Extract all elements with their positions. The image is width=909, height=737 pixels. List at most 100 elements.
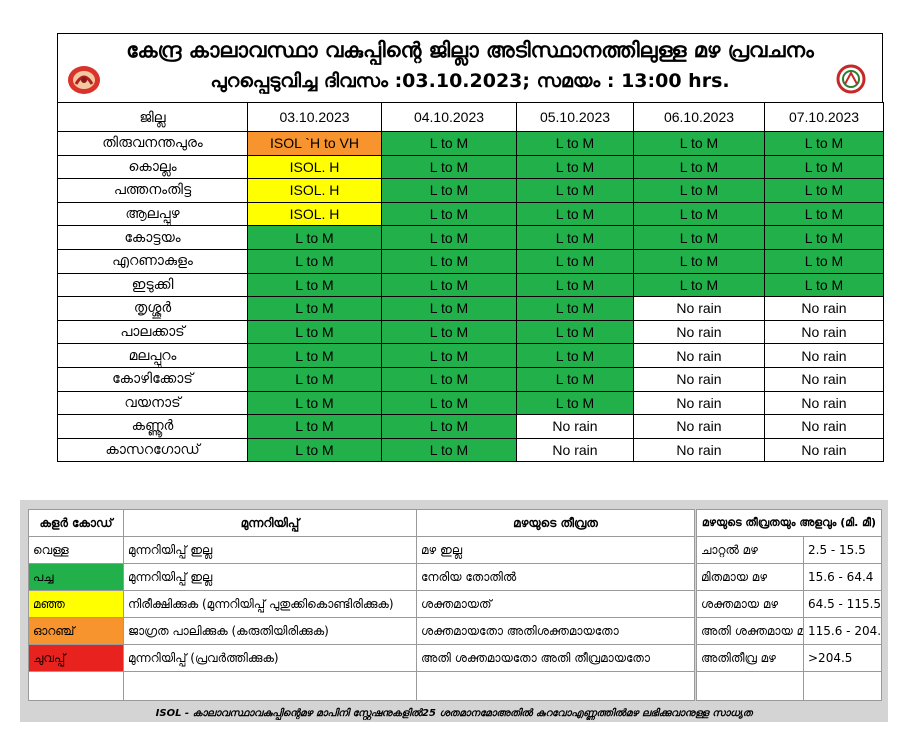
- forecast-cell: No rain: [633, 414, 765, 439]
- forecast-cell: L to M: [381, 225, 517, 250]
- legend-blank-row: [28, 671, 695, 701]
- forecast-cell: L to M: [381, 343, 517, 368]
- forecast-cell: No rain: [764, 414, 884, 439]
- forecast-cell: L to M: [381, 414, 517, 439]
- amount-blank-row: [696, 671, 883, 701]
- isol-footnote: ISOL - കാലാവസ്ഥാവകുപ്പിന്റെമഴ മാപിനി സ്റ…: [155, 708, 753, 719]
- forecast-cell: L to M: [633, 178, 765, 203]
- warning-text: ജാഗ്രത പാലിക്കുക (കരുതിയിരിക്കുക): [123, 617, 417, 645]
- forecast-cell: L to M: [381, 154, 517, 180]
- empty-cell: [123, 671, 417, 701]
- forecast-cell: L to M: [516, 272, 634, 298]
- date-column-header: 07.10.2023: [764, 102, 884, 132]
- district-name: കാസറഗോഡ്: [57, 437, 248, 463]
- forecast-cell: L to M: [516, 319, 634, 345]
- forecast-cell: L to M: [516, 131, 634, 156]
- forecast-cell: No rain: [633, 390, 765, 416]
- forecast-cell: L to M: [516, 296, 634, 321]
- warning-text: മുന്നറിയിപ്പ് ഇല്ല: [123, 563, 417, 591]
- amount-row: ചാറ്റൽ മഴ 2.5 - 15.5: [696, 536, 883, 564]
- district-name: പത്തനംതിട്ട: [57, 178, 248, 203]
- forecast-cell: L to M: [247, 366, 382, 392]
- legend-row: ചുവപ്പ് മുന്നറിയിപ്പ് (പ്രവർത്തിക്കുക) അതി…: [28, 644, 695, 672]
- rain-amount-table: മഴയുടെ തീവ്രതയും അളവും (മി. മീ) ചാറ്റൽ മ…: [695, 509, 883, 701]
- empty-cell: [696, 671, 804, 701]
- forecast-cell: L to M: [633, 154, 765, 180]
- forecast-cell: L to M: [247, 272, 382, 298]
- forecast-cell: L to M: [516, 248, 634, 274]
- amount-header: മഴയുടെ തീവ്രതയും അളവും (മി. മീ): [695, 509, 883, 537]
- color-swatch-label: പച്ച: [28, 563, 124, 591]
- forecast-table: ജില്ല 03.10.2023 04.10.2023 05.10.2023 0…: [57, 102, 884, 463]
- district-name: മലപ്പുറം: [57, 343, 248, 368]
- warning-text: മുന്നറിയിപ്പ് (പ്രവർത്തിക്കുക): [123, 644, 417, 672]
- warning-header: മുന്നറിയിപ്പ്: [123, 509, 417, 537]
- forecast-cell: L to M: [516, 225, 634, 250]
- forecast-cell: No rain: [764, 343, 884, 368]
- forecast-cell: L to M: [516, 178, 634, 203]
- date-column-header: 06.10.2023: [633, 102, 765, 132]
- color-code-table: കളർ കോഡ് മുന്നറിയിപ്പ് മഴയുടെ തീവ്രത വെള…: [28, 509, 695, 701]
- district-name: പാലക്കാട്: [57, 319, 248, 345]
- date-column-header: 04.10.2023: [381, 102, 517, 132]
- forecast-cell: L to M: [247, 296, 382, 321]
- imd-logo-icon: [836, 64, 866, 94]
- forecast-cell: L to M: [764, 178, 884, 203]
- forecast-cell: No rain: [633, 319, 765, 345]
- district-name: കൊല്ലം: [57, 154, 248, 180]
- intensity-text: നേരിയ തോതിൽ: [416, 563, 695, 591]
- forecast-cell: L to M: [633, 248, 765, 274]
- intensity-text: അതി ശക്തമായതോ അതി തീവ്രമായതോ: [416, 644, 695, 672]
- color-swatch-label: മഞ്ഞ: [28, 590, 124, 618]
- district-name: എറണാകുളം: [57, 248, 248, 274]
- forecast-cell: L to M: [247, 248, 382, 274]
- date-column-header: 05.10.2023: [516, 102, 634, 132]
- forecast-cell: L to M: [764, 272, 884, 298]
- rain-range: 15.6 - 64.4: [802, 563, 883, 591]
- legend-row: ഓറഞ്ച് ജാഗ്രത പാലിക്കുക (കരുതിയിരിക്കുക) ശ…: [28, 617, 695, 645]
- forecast-cell: L to M: [381, 437, 517, 463]
- color-swatch-label: വെള്ള: [28, 536, 124, 564]
- forecast-cell: L to M: [247, 225, 382, 250]
- district-name: കോട്ടയം: [57, 225, 248, 250]
- rain-category: മിതമായ മഴ: [696, 563, 804, 591]
- rain-category: ചാറ്റൽ മഴ: [696, 536, 804, 564]
- rain-category: അതി ശക്തമായ മഴ: [696, 617, 804, 645]
- forecast-cell: No rain: [633, 437, 765, 463]
- rain-range: 115.6 - 204.4: [802, 617, 883, 645]
- amount-row: മിതമായ മഴ 15.6 - 64.4: [696, 563, 883, 591]
- forecast-cell: L to M: [764, 154, 884, 180]
- color-code-legend: കളർ കോഡ് മുന്നറിയിപ്പ് മഴയുടെ തീവ്രത വെള…: [28, 509, 695, 701]
- date-column-header: 03.10.2023: [247, 102, 382, 132]
- forecast-panel: കേന്ദ്ര കാലാവസ്ഥാ വകുപ്പിന്റെ ജില്ലാ അടി…: [57, 33, 884, 463]
- district-name: തൃശ്ശൂർ: [57, 296, 248, 321]
- forecast-cell: L to M: [516, 366, 634, 392]
- amount-row: അതിതീവ്ര മഴ >204.5: [696, 644, 883, 672]
- forecast-cell: No rain: [633, 296, 765, 321]
- rain-category: അതിതീവ്ര മഴ: [696, 644, 804, 672]
- forecast-cell: L to M: [247, 390, 382, 416]
- forecast-cell: No rain: [764, 296, 884, 321]
- district-name: തിരുവനന്തപുരം: [57, 131, 248, 156]
- forecast-cell: ISOL. H: [247, 154, 382, 180]
- color-swatch-label: ചുവപ്പ്: [28, 644, 124, 672]
- forecast-header: കേന്ദ്ര കാലാവസ്ഥാ വകുപ്പിന്റെ ജില്ലാ അടി…: [57, 33, 883, 102]
- amount-row: ശക്തമായ മഴ 64.5 - 115.5: [696, 590, 883, 618]
- forecast-cell: L to M: [381, 178, 517, 203]
- legend-panel: കളർ കോഡ് മുന്നറിയിപ്പ് മഴയുടെ തീവ്രത വെള…: [20, 500, 888, 722]
- forecast-cell: L to M: [381, 248, 517, 274]
- forecast-cell: No rain: [633, 343, 765, 368]
- intensity-header: മഴയുടെ തീവ്രത: [416, 509, 695, 537]
- district-name: കോഴിക്കോട്: [57, 366, 248, 392]
- forecast-cell: L to M: [381, 366, 517, 392]
- forecast-cell: No rain: [764, 437, 884, 463]
- forecast-cell: L to M: [633, 201, 765, 227]
- forecast-cell: L to M: [247, 437, 382, 463]
